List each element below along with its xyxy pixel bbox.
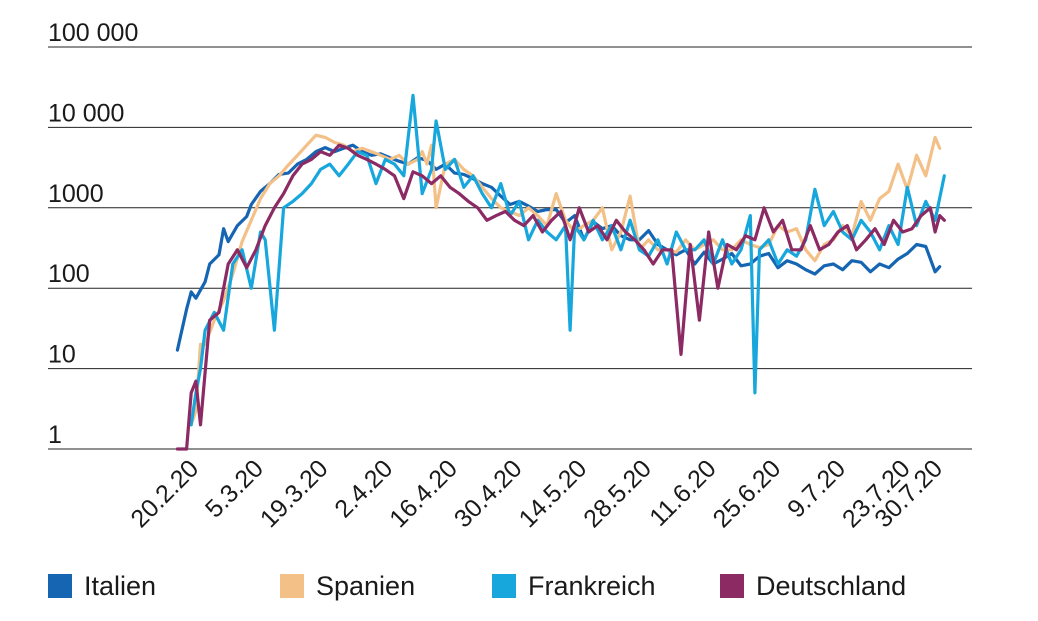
y-tick-label-4: 10 000 [48, 99, 124, 127]
line-chart: 1 10 100 1000 10 000 100 000 20.2.205.3.2019.… [48, 19, 972, 533]
x-tick-label-0: 20.2.20 [125, 454, 204, 533]
x-tick-label-6: 14.5.20 [514, 454, 593, 533]
legend-item-spanien: Spanien [280, 566, 415, 606]
series-line-frankreich [189, 93, 946, 427]
y-tick-label-2: 100 [48, 260, 90, 288]
legend-swatch-italien [48, 574, 72, 598]
legend-label-frankreich: Frankreich [528, 571, 656, 601]
x-tick-label-4: 16.4.20 [384, 454, 463, 533]
y-tick-label-3: 1000 [48, 180, 104, 208]
x-tick-label-5: 30.4.20 [449, 454, 528, 533]
x-tick-label-2: 19.3.20 [255, 454, 334, 533]
y-tick-label-0: 1 [48, 421, 62, 449]
x-tick-label-8: 11.6.20 [644, 454, 721, 531]
legend-swatch-spanien [280, 574, 304, 598]
legend-label-spanien: Spanien [316, 571, 416, 601]
legend-item-italien: Italien [48, 566, 156, 606]
x-tick-label-7: 28.5.20 [578, 454, 657, 533]
legend-label-italien: Italien [84, 571, 157, 601]
legend: Italien Spanien Frankreich Deutschland [48, 566, 1028, 606]
series-line-deutschland [175, 143, 946, 451]
y-tick-label-5: 100 000 [48, 19, 138, 47]
legend-item-frankreich: Frankreich [492, 566, 656, 606]
legend-item-deutschland: Deutschland [720, 566, 906, 606]
series-lines [175, 93, 946, 451]
legend-swatch-deutschland [720, 574, 744, 598]
x-tick-label-9: 25.6.20 [708, 454, 787, 533]
x-tick-labels: 20.2.205.3.2019.3.202.4.2016.4.2030.4.20… [125, 454, 948, 533]
gridlines [48, 46, 972, 450]
series-line-spanien [189, 133, 942, 427]
y-tick-labels: 1 10 100 1000 10 000 100 000 [48, 19, 138, 449]
y-tick-label-1: 10 [48, 341, 76, 369]
legend-label-deutschland: Deutschland [756, 571, 907, 601]
legend-swatch-frankreich [492, 574, 516, 598]
